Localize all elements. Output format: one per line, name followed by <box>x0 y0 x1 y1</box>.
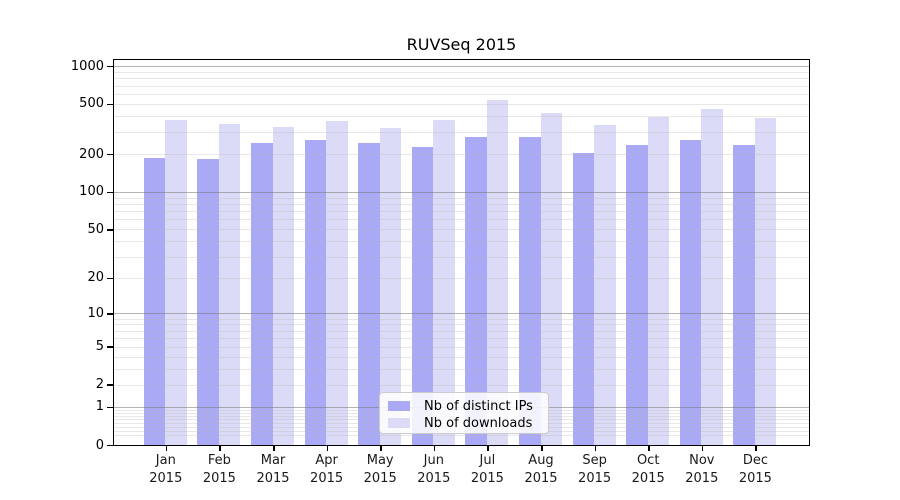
bar-distinct-ips-jul <box>465 136 487 445</box>
legend-item-distinct-ips: Nb of distinct IPs <box>388 398 540 414</box>
chart-title: RUVSeq 2015 <box>406 35 517 54</box>
x-tick <box>701 446 704 451</box>
y-tick <box>107 313 113 315</box>
bar-distinct-ips-oct <box>626 145 648 445</box>
x-tick <box>433 446 436 451</box>
x-tick <box>273 446 275 451</box>
gridline-minor <box>114 71 809 73</box>
bar-distinct-ips-nov <box>679 140 702 445</box>
y-tick <box>107 103 113 106</box>
bar-distinct-ips-feb <box>197 158 219 445</box>
x-tick-label: Aug 2015 <box>524 453 558 486</box>
y-tick <box>107 65 113 68</box>
y-tick <box>107 444 113 447</box>
bar-downloads-may <box>379 127 402 445</box>
x-tick <box>648 446 650 451</box>
bar-downloads-sep <box>594 125 616 445</box>
x-tick <box>541 446 543 451</box>
y-tick <box>107 384 113 386</box>
bar-downloads-jul <box>486 100 509 445</box>
gridline-minor <box>114 93 809 95</box>
y-tick-label: 500 <box>79 96 104 112</box>
y-tick-label: 10 <box>87 305 104 321</box>
x-tick-label: Jan 2015 <box>149 453 183 486</box>
x-tick <box>380 446 382 451</box>
y-tick <box>107 229 113 231</box>
y-tick <box>107 346 113 348</box>
x-tick <box>326 446 329 451</box>
bar-distinct-ips-may <box>358 143 380 445</box>
legend: Nb of distinct IPs Nb of downloads <box>379 392 549 434</box>
y-tick <box>107 153 113 156</box>
x-tick-label: Nov 2015 <box>685 453 719 486</box>
y-tick-label: 2 <box>95 377 104 393</box>
y-tick-label: 1 <box>95 399 104 415</box>
y-tick-label: 100 <box>79 184 104 200</box>
bar-downloads-nov <box>701 109 723 445</box>
bar-distinct-ips-dec <box>733 144 755 445</box>
legend-swatch-distinct-ips <box>388 401 410 411</box>
legend-label-distinct-ips: Nb of distinct IPs <box>424 398 533 414</box>
legend-label-downloads: Nb of downloads <box>424 415 533 431</box>
bar-downloads-apr <box>326 121 348 445</box>
y-tick-label: 20 <box>87 270 104 286</box>
x-tick-label: Sep 2015 <box>578 453 612 486</box>
bar-downloads-feb <box>218 124 241 445</box>
bar-distinct-ips-aug <box>519 136 541 445</box>
y-tick-label: 0 <box>95 437 104 453</box>
x-tick-label: Jun 2015 <box>417 453 451 486</box>
bar-downloads-jan <box>165 120 187 445</box>
bar-downloads-dec <box>754 118 777 445</box>
x-tick <box>755 446 757 451</box>
x-tick-label: May 2015 <box>363 453 397 486</box>
x-tick <box>219 446 221 451</box>
x-tick <box>165 446 168 451</box>
x-tick-label: Mar 2015 <box>256 453 290 486</box>
bar-downloads-jun <box>433 120 455 445</box>
x-tick-label: Oct 2015 <box>631 453 665 486</box>
y-tick <box>107 277 113 280</box>
x-tick-label: Jul 2015 <box>470 453 504 486</box>
y-tick-label: 200 <box>79 146 104 162</box>
gridline-major <box>114 66 809 67</box>
y-tick <box>107 406 113 409</box>
y-tick-label: 5 <box>95 339 104 355</box>
legend-item-downloads: Nb of downloads <box>388 415 540 431</box>
x-tick-label: Dec 2015 <box>738 453 772 486</box>
x-tick <box>487 446 489 451</box>
gridline-minor <box>114 103 809 105</box>
x-tick-label: Apr 2015 <box>310 453 344 486</box>
bar-downloads-mar <box>272 127 294 445</box>
x-tick <box>594 446 597 451</box>
plot-area <box>113 59 810 446</box>
y-tick-label: 50 <box>87 221 104 237</box>
bar-distinct-ips-jan <box>143 157 166 445</box>
gridline-minor <box>114 85 809 87</box>
y-tick-label: 1000 <box>70 58 104 74</box>
bar-distinct-ips-apr <box>304 140 327 445</box>
bar-distinct-ips-jun <box>411 146 434 445</box>
bar-distinct-ips-mar <box>251 142 273 445</box>
bar-distinct-ips-sep <box>572 152 595 445</box>
gridline-minor <box>114 78 809 80</box>
bar-downloads-aug <box>540 113 562 445</box>
legend-swatch-downloads <box>388 418 410 428</box>
x-tick-label: Feb 2015 <box>202 453 236 486</box>
bar-downloads-oct <box>647 116 670 445</box>
y-tick <box>107 191 113 194</box>
